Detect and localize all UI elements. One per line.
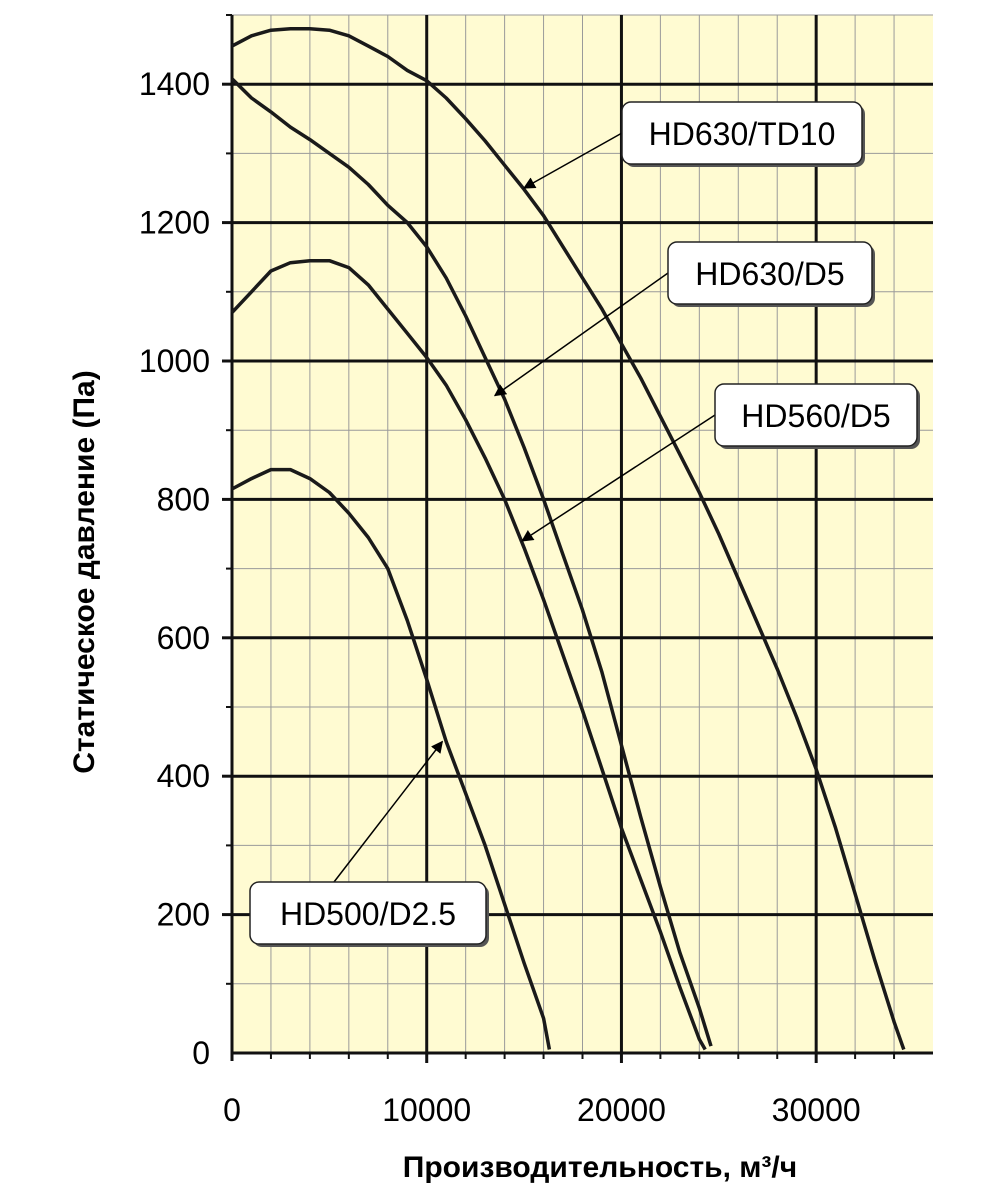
callouts: HD630/TD10 HD630/D5 HD560/D5 HD500/D2.5 xyxy=(249,101,920,947)
y-tick-label: 1400 xyxy=(139,66,210,102)
callout-hd630-d5: HD630/D5 xyxy=(493,241,875,397)
callout-arrow xyxy=(333,740,444,883)
callout-hd560-d5: HD560/D5 xyxy=(521,383,920,542)
x-tick-label: 30000 xyxy=(772,1092,861,1128)
y-tick-label: 1200 xyxy=(139,205,210,241)
callout-label: HD630/TD10 xyxy=(649,116,836,152)
series-line-hd560-d5 xyxy=(230,258,707,1051)
axes xyxy=(222,14,933,1063)
callout-label: HD500/D2.5 xyxy=(280,896,456,932)
callout-box xyxy=(667,241,873,305)
y-tick-label: 400 xyxy=(157,758,210,794)
x-tick-label: 0 xyxy=(223,1092,241,1128)
x-axis-title: Производительность, м³/ч xyxy=(403,1151,797,1184)
series-line-hd500-d2-5 xyxy=(231,467,552,1050)
callout-box xyxy=(249,881,487,945)
series-group xyxy=(230,27,906,1051)
y-tick-label: 200 xyxy=(157,897,210,933)
callout-box xyxy=(621,101,863,165)
tick-labels: 0 10000 20000 30000 0 200 400 600 800 1000 1200 140… xyxy=(139,66,861,1128)
y-tick-label: 800 xyxy=(157,481,210,517)
callout-label: HD630/D5 xyxy=(695,256,844,292)
callout-label: HD560/D5 xyxy=(741,398,890,434)
x-tick-label: 20000 xyxy=(577,1092,666,1128)
major-grid xyxy=(232,15,933,1053)
callout-arrow xyxy=(493,272,669,397)
callout-arrow xyxy=(521,414,716,542)
callout-box xyxy=(714,383,918,447)
series-line-hd630-td10 xyxy=(231,27,906,1051)
y-axis-title: Статическое давление (Па) xyxy=(68,370,101,773)
y-tick-label: 600 xyxy=(157,620,210,656)
callout-hd630-td10: HD630/TD10 xyxy=(523,101,865,189)
y-tick-label: 0 xyxy=(192,1035,210,1071)
callout-hd500-d2-5: HD500/D2.5 xyxy=(249,740,489,947)
y-tick-label: 1000 xyxy=(139,343,210,379)
callout-arrow xyxy=(523,132,623,189)
x-tick-label: 10000 xyxy=(382,1092,471,1128)
series-line-hd630-d5 xyxy=(230,77,713,1047)
